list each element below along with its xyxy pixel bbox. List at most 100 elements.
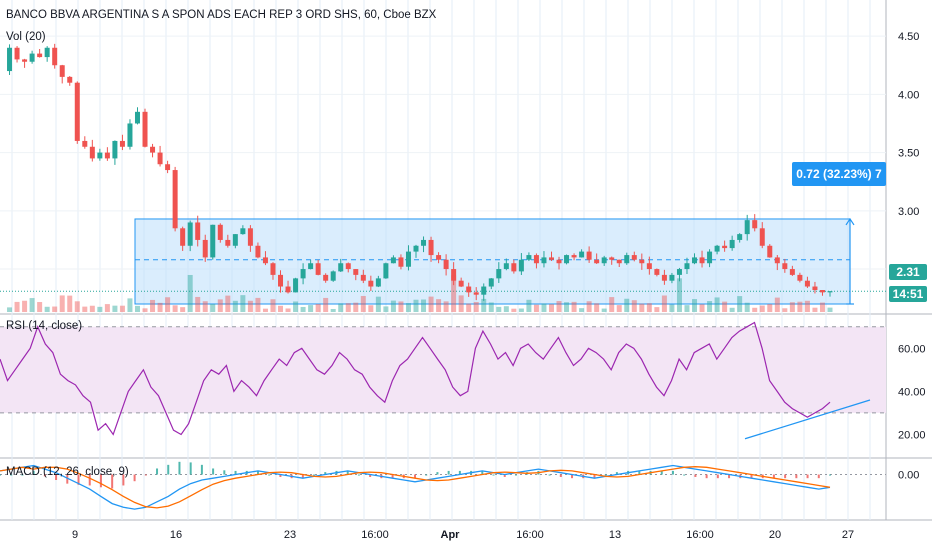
candle-body bbox=[330, 271, 336, 281]
volume-bar bbox=[473, 301, 479, 312]
volume-bar bbox=[52, 306, 58, 312]
macd-histogram-bar bbox=[436, 472, 439, 475]
candle-body bbox=[195, 222, 201, 240]
candle-body bbox=[255, 245, 261, 258]
volume-bar bbox=[338, 303, 344, 312]
candle-body bbox=[59, 65, 65, 77]
volume-bar bbox=[737, 296, 743, 312]
volume-bar bbox=[774, 297, 780, 312]
candle-body bbox=[466, 286, 472, 293]
macd-histogram-bar bbox=[638, 470, 641, 475]
volume-bar bbox=[390, 300, 396, 312]
macd-histogram-bar bbox=[301, 474, 304, 479]
macd-histogram-bar bbox=[144, 474, 147, 476]
candle-body bbox=[210, 224, 216, 258]
volume-bar bbox=[812, 307, 818, 312]
volume-bar bbox=[789, 302, 795, 312]
candle-body bbox=[157, 152, 163, 165]
volume-bar bbox=[729, 307, 735, 312]
candle-body bbox=[737, 234, 743, 240]
measure-badge: 0.72 (32.23%) 7 bbox=[792, 162, 886, 186]
volume-bar bbox=[187, 274, 193, 312]
candle-body bbox=[819, 290, 825, 293]
candle-body bbox=[7, 47, 13, 72]
time-axis-label: 13 bbox=[609, 529, 621, 541]
volume-bar bbox=[22, 300, 28, 312]
candle-body bbox=[692, 257, 698, 264]
volume-bar bbox=[609, 297, 615, 312]
candle-body bbox=[752, 220, 758, 229]
volume-bar bbox=[67, 295, 73, 312]
macd-histogram-bar bbox=[492, 474, 495, 476]
price-tick-label: 4.00 bbox=[898, 89, 919, 101]
volume-bar bbox=[202, 301, 208, 312]
macd-line bbox=[0, 464, 831, 510]
candle-body bbox=[639, 259, 645, 264]
candle-body bbox=[44, 47, 50, 58]
macd-histogram-bar bbox=[604, 474, 607, 476]
macd-histogram-bar bbox=[705, 474, 708, 479]
candle-body bbox=[714, 245, 720, 252]
volume-bar bbox=[616, 305, 622, 312]
time-axis-label: 16 bbox=[170, 529, 182, 541]
volume-bar bbox=[413, 299, 419, 312]
volume-bar bbox=[533, 304, 539, 312]
macd-histogram-bar bbox=[795, 474, 798, 479]
macd-histogram-bar bbox=[425, 474, 428, 476]
macd-histogram-bar bbox=[212, 468, 215, 475]
macd-histogram-bar bbox=[223, 470, 226, 475]
time-axis-label: 27 bbox=[842, 529, 854, 541]
volume-bar bbox=[496, 306, 502, 312]
countdown-badge: 14:51 bbox=[889, 286, 927, 302]
candle-body bbox=[707, 251, 713, 264]
candle-body bbox=[533, 255, 539, 264]
macd-histogram-bar bbox=[234, 470, 237, 475]
candle-body bbox=[661, 274, 667, 281]
volume-bar bbox=[436, 299, 442, 312]
candle-body bbox=[270, 263, 276, 275]
volume-bar bbox=[797, 301, 803, 312]
volume-bar bbox=[646, 303, 652, 312]
candle-body bbox=[119, 140, 125, 147]
candle-body bbox=[104, 152, 110, 159]
signal-line bbox=[0, 466, 831, 509]
macd-histogram-bar bbox=[660, 470, 663, 475]
volume-bar bbox=[714, 297, 720, 312]
volume-bar bbox=[564, 302, 570, 312]
candle-body bbox=[97, 152, 103, 159]
macd-histogram-bar bbox=[256, 470, 259, 475]
candle-body bbox=[52, 47, 58, 66]
macd-histogram-bar bbox=[829, 474, 831, 476]
candle-body bbox=[797, 274, 803, 281]
volume-bar bbox=[232, 300, 238, 312]
candle-body bbox=[594, 259, 600, 264]
candle-body bbox=[669, 274, 675, 281]
macd-histogram-bar bbox=[10, 474, 13, 476]
rsi-trendline bbox=[744, 399, 871, 440]
macd-histogram-bar bbox=[66, 474, 69, 484]
candle-body bbox=[556, 259, 562, 264]
time-axis-label: 9 bbox=[72, 529, 78, 541]
macd-histogram-bar bbox=[32, 470, 35, 475]
volume-bar bbox=[97, 306, 103, 312]
macd-histogram-bar bbox=[414, 474, 416, 479]
candle-body bbox=[165, 164, 171, 171]
price-tick-label: 3.50 bbox=[898, 148, 919, 160]
macd-histogram-bar bbox=[806, 474, 809, 479]
price-tick-label: 4.50 bbox=[898, 31, 919, 43]
volume-bar bbox=[353, 302, 359, 312]
range-box bbox=[134, 218, 851, 305]
candle-body bbox=[127, 123, 133, 147]
volume-bar bbox=[180, 307, 186, 312]
volume-bar bbox=[270, 299, 276, 312]
macd-histogram-bar bbox=[481, 470, 484, 475]
volume-bar bbox=[579, 308, 585, 312]
volume-bar bbox=[89, 305, 95, 312]
candle-body bbox=[586, 251, 592, 260]
volume-bar bbox=[172, 305, 178, 312]
candle-body bbox=[488, 278, 494, 287]
volume-bar bbox=[293, 301, 299, 312]
volume-bar bbox=[112, 305, 118, 312]
